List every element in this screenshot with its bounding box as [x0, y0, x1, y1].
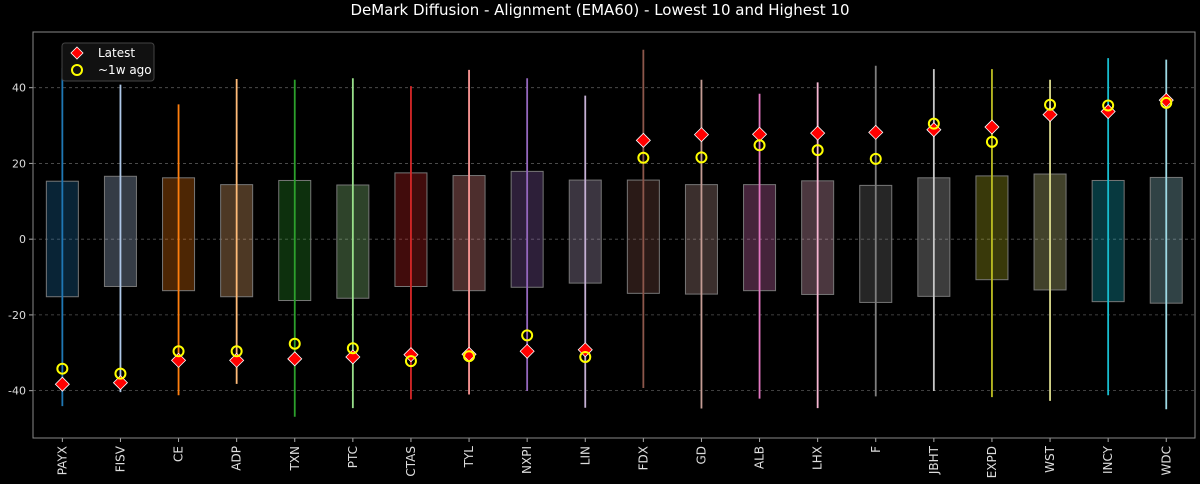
plot-marks — [45, 49, 1183, 417]
week-ago-marker — [114, 367, 127, 380]
week-ago-marker — [288, 337, 301, 350]
latest-marker — [170, 352, 187, 368]
x-tick-label: PTC — [346, 446, 360, 468]
latest-marker — [577, 342, 593, 358]
week-ago-marker — [1044, 98, 1057, 111]
latest-marker — [345, 349, 361, 365]
latest-marker — [751, 126, 768, 142]
y-tick-label: 40 — [12, 82, 26, 95]
x-tick-label: LIN — [578, 446, 592, 465]
category-lhx — [801, 82, 835, 409]
category-fdx — [626, 49, 660, 389]
week-ago-marker — [56, 362, 69, 375]
x-tick-label: ALB — [753, 446, 767, 469]
category-alb — [743, 93, 777, 399]
category-tyl — [452, 69, 486, 395]
week-ago-marker — [927, 117, 940, 130]
y-tick-label: 20 — [12, 157, 26, 170]
week-ago-marker — [753, 139, 766, 152]
x-tick-label: CE — [172, 446, 186, 462]
category-fisv — [103, 84, 137, 393]
x-tick-label: TYL — [462, 446, 476, 469]
category-payx — [45, 67, 79, 407]
category-adp — [220, 78, 254, 384]
x-tick-label: INCY — [1101, 445, 1115, 474]
category-jbht — [917, 69, 951, 392]
y-tick-label: -40 — [8, 385, 26, 398]
x-tick-label: CTAS — [404, 446, 418, 477]
latest-marker — [54, 376, 70, 392]
x-tick-label: GD — [694, 446, 708, 465]
legend-diamond-icon — [70, 46, 84, 60]
x-tick-label: NXPI — [520, 446, 534, 474]
grid — [33, 87, 1195, 392]
week-ago-marker — [404, 355, 417, 368]
x-tick-label: ADP — [230, 446, 244, 471]
legend-circle-icon — [71, 64, 83, 76]
week-ago-marker — [1102, 99, 1115, 112]
week-ago-marker — [230, 345, 243, 358]
x-tick-label: WDC — [1159, 446, 1173, 475]
x-tick-label: FISV — [113, 445, 127, 472]
week-ago-marker — [869, 152, 882, 165]
latest-marker — [984, 119, 1000, 135]
x-tick-label: F — [869, 446, 883, 453]
x-axis: PAYX FISV CE ADP TXN PTC CTAS TYL NXPI LIN FDX GD AL… — [55, 438, 1173, 478]
category-f — [859, 65, 893, 397]
latest-marker — [519, 343, 535, 359]
category-expd — [975, 69, 1009, 398]
week-ago-marker — [172, 345, 185, 358]
latest-marker — [810, 125, 826, 141]
x-tick-label: PAYX — [55, 446, 69, 475]
plot-frame — [32, 31, 1196, 439]
legend-label-1w-ago: ~1w ago — [98, 63, 152, 77]
category-gd — [684, 79, 718, 409]
week-ago-marker — [579, 350, 592, 363]
category-ptc — [336, 78, 370, 409]
x-tick-label: TXN — [288, 446, 302, 472]
week-ago-marker — [346, 342, 359, 355]
x-tick-label: EXPD — [985, 446, 999, 478]
legend-label-latest: Latest — [98, 46, 135, 60]
chart-title: DeMark Diffusion - Alignment (EMA60) - L… — [350, 1, 849, 19]
category-ce — [162, 104, 196, 396]
x-tick-label: WST — [1043, 445, 1057, 472]
latest-marker — [868, 124, 884, 140]
week-ago-marker — [985, 135, 998, 148]
week-ago-marker — [695, 151, 708, 164]
y-axis: -40 -20 0 20 40 — [8, 82, 33, 398]
week-ago-marker — [811, 144, 824, 157]
latest-marker — [112, 375, 129, 391]
x-tick-label: FDX — [636, 446, 650, 470]
latest-marker — [635, 132, 651, 148]
category-ctas — [394, 86, 428, 400]
category-lin — [568, 95, 602, 408]
category-wdc — [1149, 59, 1183, 410]
week-ago-marker — [1160, 96, 1173, 109]
week-ago-marker — [463, 350, 476, 363]
category-nxpi — [510, 78, 544, 392]
y-tick-label: 0 — [19, 233, 26, 246]
y-tick-label: -20 — [8, 309, 26, 322]
latest-marker — [229, 352, 245, 368]
category-txn — [278, 79, 312, 417]
latest-marker — [287, 351, 303, 367]
x-tick-label: LHX — [811, 446, 825, 470]
week-ago-marker — [637, 151, 650, 164]
latest-marker — [693, 127, 710, 143]
x-tick-label: JBHT — [927, 445, 941, 475]
category-wst — [1033, 79, 1067, 401]
legend-box — [61, 42, 155, 82]
category-incy — [1091, 58, 1125, 396]
latest-marker — [1042, 106, 1058, 123]
week-ago-marker — [521, 329, 534, 342]
legend: Latest ~1w ago — [61, 42, 155, 82]
